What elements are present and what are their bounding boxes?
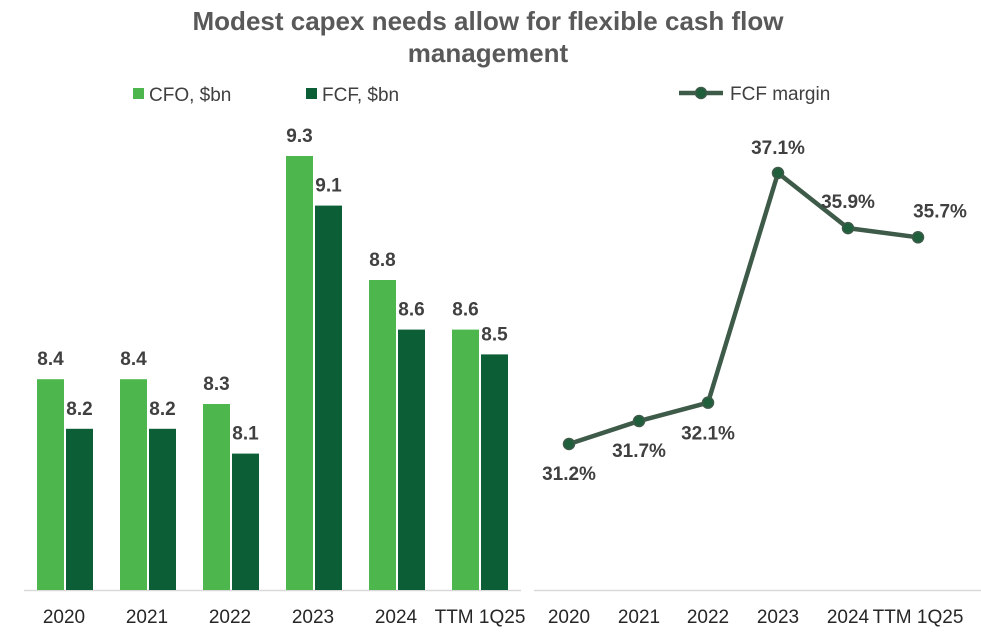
bar-fcf-2022: [232, 453, 259, 590]
data-label-cfo-2024: 8.8: [369, 250, 395, 271]
legend-marker-fcf-margin: [694, 86, 708, 100]
fcf-margin-label-2021: 31.7%: [612, 441, 666, 462]
data-label-fcf-2022: 8.1: [232, 424, 259, 445]
data-label-cfo-2023: 9.3: [286, 126, 312, 147]
bar-fcf-2023: [315, 205, 342, 590]
bar-x-tick-2021: 2021: [126, 607, 168, 628]
chart-title-line-1: Modest capex needs allow for flexible ca…: [193, 6, 785, 36]
data-label-fcf-2023: 9.1: [315, 176, 342, 197]
legend-swatch-fcf: [306, 88, 317, 99]
bar-x-tick-2022: 2022: [209, 607, 251, 628]
legend-label-fcf-margin: FCF margin: [730, 84, 830, 105]
bar-x-tick-2024: 2024: [375, 607, 418, 628]
legend-swatch-cfo: [133, 88, 144, 99]
data-label-cfo-ttm-1q25: 8.6: [452, 300, 478, 321]
data-label-fcf-ttm-1q25: 8.5: [481, 324, 508, 345]
bar-x-tick-2023: 2023: [292, 607, 334, 628]
fcf-margin-label-ttm-1q25: 35.7%: [913, 201, 967, 222]
fcf-margin-point-2021: [632, 414, 646, 428]
line-x-tick-2021: 2021: [618, 607, 660, 628]
fcf-margin-label-2020: 31.2%: [542, 464, 596, 485]
data-label-cfo-2020: 8.4: [37, 349, 64, 370]
fcf-margin-point-2023: [771, 166, 785, 180]
bar-fcf-2021: [149, 428, 176, 590]
line-x-tick-2023: 2023: [757, 607, 799, 628]
line-x-tick-2024: 2024: [827, 607, 870, 628]
fcf-margin-label-2024: 35.9%: [821, 192, 875, 213]
fcf-margin-point-2024: [841, 221, 855, 235]
bar-cfo-2022: [203, 404, 230, 590]
data-label-fcf-2024: 8.6: [398, 300, 424, 321]
legend-label-fcf: FCF, $bn: [322, 85, 399, 106]
data-label-fcf-2021: 8.2: [149, 399, 175, 420]
data-label-fcf-2020: 8.2: [66, 399, 92, 420]
chart-title-line-2: management: [408, 38, 569, 68]
fcf-margin-point-2020: [562, 437, 576, 451]
bar-x-tick-ttm-1q25: TTM 1Q25: [435, 607, 526, 628]
bar-cfo-2024: [369, 280, 396, 590]
bar-fcf-ttm-1q25: [481, 354, 508, 590]
fcf-margin-label-2022: 32.1%: [681, 424, 735, 445]
bar-cfo-ttm-1q25: [452, 329, 479, 590]
bar-fcf-2020: [66, 428, 93, 590]
data-label-cfo-2022: 8.3: [203, 374, 229, 395]
fcf-margin-point-ttm-1q25: [911, 231, 925, 244]
line-x-tick-2020: 2020: [548, 607, 590, 628]
data-label-cfo-2021: 8.4: [120, 349, 147, 370]
bar-cfo-2023: [286, 156, 313, 590]
bar-fcf-2024: [398, 329, 425, 590]
fcf-margin-point-2022: [701, 396, 715, 409]
bar-x-tick-2020: 2020: [43, 607, 85, 628]
bar-cfo-2021: [120, 379, 147, 590]
fcf-margin-line: [568, 170, 919, 447]
legend-label-cfo: CFO, $bn: [149, 85, 231, 106]
bar-cfo-2020: [37, 379, 64, 590]
fcf-margin-label-2023: 37.1%: [751, 138, 805, 159]
line-x-tick-2022: 2022: [687, 607, 729, 628]
line-x-tick-ttm-1q25: TTM 1Q25: [873, 607, 964, 628]
